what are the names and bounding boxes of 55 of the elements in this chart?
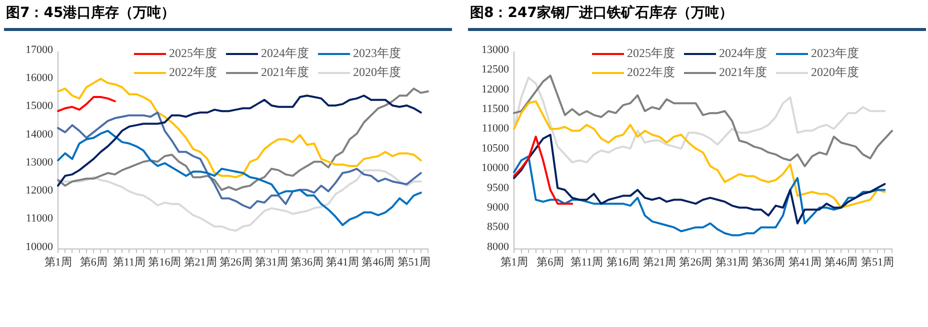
y-tick-label: 12500	[482, 64, 510, 76]
y-tick-label: 12000	[482, 83, 510, 96]
y-tick-label: 14000	[26, 128, 54, 140]
y-tick-label: 8500	[487, 221, 510, 234]
legend-label: 2023年度	[353, 45, 401, 62]
y-tick-label: 11500	[482, 102, 510, 115]
y-tick-label: 12000	[26, 184, 54, 197]
y-tick-label: 9500	[487, 182, 510, 194]
x-tick-label: 第51周	[397, 256, 430, 268]
y-tick-label: 15000	[26, 100, 54, 112]
x-tick-label: 第11周	[570, 256, 603, 268]
x-tick-label: 第26周	[219, 256, 252, 268]
x-tick-label: 第11周	[112, 256, 146, 268]
legend-label: 2020年度	[811, 64, 859, 81]
legend-label: 2024年度	[261, 45, 309, 62]
x-tick-label: 第41周	[788, 256, 822, 268]
x-tick-label: 第36周	[290, 256, 324, 268]
x-tick-label: 第46周	[362, 256, 395, 268]
y-tick-label: 13000	[26, 156, 54, 168]
legend-label: 2023年度	[811, 45, 859, 62]
y-tick-label: 10000	[26, 240, 54, 253]
legend-label: 2021年度	[719, 64, 767, 81]
y-tick-label: 11000	[482, 122, 510, 135]
x-tick-label: 第6周	[536, 256, 564, 268]
x-tick-label: 第51周	[860, 256, 894, 268]
chart-title: 图7：45港口库存（万吨）	[4, 4, 452, 31]
y-tick-label: 13000	[482, 44, 510, 56]
x-tick-label: 第26周	[679, 256, 712, 268]
legend-label: 2025年度	[169, 45, 217, 62]
y-tick-label: 11000	[26, 212, 54, 225]
y-tick-label: 17000	[26, 44, 54, 56]
y-tick-label: 10000	[482, 162, 510, 174]
x-tick-label: 第46周	[824, 256, 858, 268]
x-tick-label: 第41周	[326, 256, 360, 268]
x-tick-label: 第6周	[80, 256, 108, 268]
chart-title: 图8：247家钢厂进口铁矿石库存（万吨）	[468, 4, 926, 31]
x-tick-label: 第21周	[642, 256, 676, 268]
legend-label: 2024年度	[719, 45, 767, 62]
x-tick-label: 第1周	[500, 256, 528, 268]
y-tick-label: 8000	[487, 240, 510, 253]
y-tick-label: 10500	[482, 142, 510, 154]
y-tick-label: 9000	[487, 201, 510, 214]
legend-label: 2022年度	[627, 64, 675, 81]
y-tick-label: 16000	[26, 72, 54, 84]
x-tick-label: 第1周	[44, 256, 72, 268]
legend-label: 2020年度	[353, 64, 401, 81]
legend-label: 2025年度	[627, 45, 675, 62]
legend-label: 2022年度	[169, 64, 217, 81]
legend-label: 2021年度	[261, 64, 309, 81]
x-tick-label: 第31周	[254, 256, 288, 268]
x-tick-label: 第31周	[716, 256, 749, 268]
x-tick-label: 第36周	[752, 256, 785, 268]
x-tick-label: 第16周	[148, 256, 182, 268]
x-tick-label: 第21周	[184, 256, 217, 268]
x-tick-label: 第16周	[606, 256, 640, 268]
